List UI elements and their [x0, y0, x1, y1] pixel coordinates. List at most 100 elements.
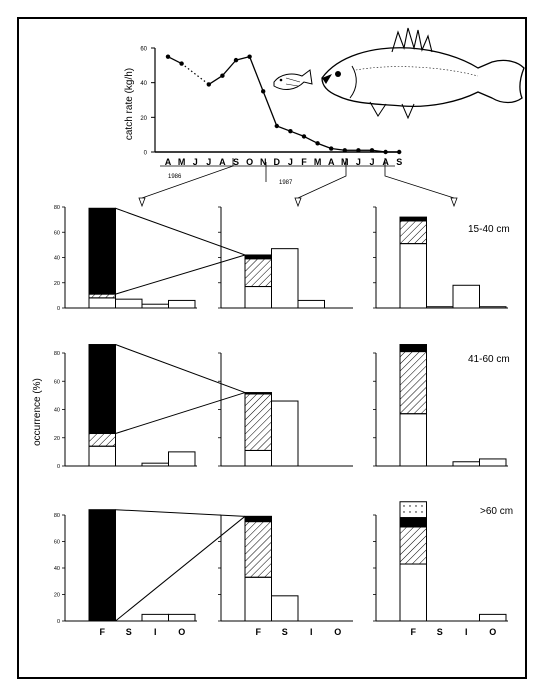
bar-F-black	[399, 344, 427, 353]
catch-ytick-label: 40	[140, 81, 147, 87]
catch-month-label: N	[260, 157, 267, 167]
bar-F-empty	[88, 445, 116, 467]
bar-F-empty	[399, 413, 427, 467]
bar-F-empty	[88, 297, 116, 309]
catch-line-segment	[276, 125, 291, 132]
occurrence-panel: 0 20 40 60 80	[54, 344, 197, 470]
catch-month-label: J	[193, 157, 198, 167]
expansion-line-upper	[115, 207, 246, 256]
catch-point	[329, 146, 334, 151]
catch-point	[206, 82, 211, 87]
catch-point	[356, 148, 361, 153]
bar-S	[426, 306, 454, 309]
catch-point	[342, 148, 347, 153]
panel-ytick-label: 0	[57, 464, 60, 470]
bar-O	[168, 451, 196, 467]
pointer-period-2-arrow	[294, 197, 302, 208]
size-label-row-3: >60 cm	[480, 506, 513, 517]
catch-month-label: J	[288, 157, 293, 167]
catch-point	[179, 61, 184, 66]
category-label: F	[100, 627, 106, 637]
catch-line-segment	[290, 130, 305, 138]
catch-ytick-label: 60	[140, 47, 147, 53]
category-label: S	[282, 627, 288, 637]
period-pointers	[138, 158, 458, 208]
panel-ytick-label: 40	[54, 256, 60, 262]
catch-point	[247, 54, 252, 59]
small-fish-stripe	[285, 77, 301, 87]
catch-line-segment	[221, 59, 237, 77]
occurrence-row: 0 20 40 60 80 F S I O F S I O F S I O	[54, 501, 508, 637]
category-label: I	[465, 627, 468, 637]
occurrence-panel: 0 20 40 60 80 F S I O	[54, 509, 197, 637]
big-fish-dorsal-fin	[391, 27, 433, 53]
expansion-line-lower	[115, 515, 246, 622]
category-label: I	[310, 627, 313, 637]
catch-month-label: J	[356, 157, 361, 167]
catch-point	[397, 149, 402, 155]
panel-ytick-label: 20	[54, 281, 60, 287]
catch-month-label: D	[274, 157, 281, 167]
occurrence-row: 0 20 40 60 80	[54, 344, 508, 470]
catch-rate-ylabel: catch rate (kg/h)	[124, 68, 135, 140]
bar-F-dotted	[399, 501, 427, 519]
big-fish-body	[321, 47, 525, 108]
small-fish-eye	[279, 78, 283, 82]
category-label: O	[334, 627, 341, 637]
panel-ytick-label: 80	[54, 205, 60, 211]
catch-month-label: S	[233, 157, 239, 167]
occurrence-panel	[373, 344, 508, 467]
panel-ytick-label: 80	[54, 351, 60, 357]
pointer-period-3-arrow	[450, 197, 458, 208]
occurrence-panel	[218, 206, 353, 309]
catch-ytick-label: 20	[140, 116, 147, 122]
category-label: S	[126, 627, 132, 637]
bar-F-hatched	[244, 258, 272, 288]
bar-O	[479, 306, 507, 309]
pointer-period-1	[141, 158, 234, 199]
catch-point	[220, 73, 225, 78]
bar-I	[141, 613, 169, 622]
catch-point	[383, 149, 388, 155]
bar-F-hatched	[88, 433, 116, 447]
size-label-row-1: 15-40 cm	[468, 224, 510, 235]
category-label: O	[489, 627, 496, 637]
catch-month-label: J	[206, 157, 211, 167]
big-fish-mouth	[322, 74, 332, 84]
bar-F-empty	[399, 243, 427, 309]
occurrence-panels: 0 20 40 60 80 0 20 40 60 80 0 20 40 60 80 F S I O F S I O F S I O	[54, 205, 508, 637]
panel-ytick-label: 40	[54, 566, 60, 572]
bar-F-empty	[399, 563, 427, 622]
year-label-1987: 1987	[279, 180, 293, 186]
catch-point	[274, 123, 279, 129]
catch-month-label: F	[301, 157, 307, 167]
catch-ytick-label: 0	[144, 151, 148, 157]
bar-F-black	[244, 392, 272, 395]
bar-I	[141, 462, 169, 467]
bar-F-black	[244, 515, 272, 523]
bar-F-black	[88, 509, 116, 622]
bar-I	[297, 299, 325, 309]
catch-month-label: O	[246, 157, 253, 167]
bar-F-black	[399, 517, 427, 528]
catch-point	[369, 148, 375, 153]
bar-I	[452, 284, 480, 309]
expansion-line-lower	[115, 392, 246, 434]
big-fish-lateral-line	[355, 66, 479, 77]
catch-line-gap	[181, 63, 210, 85]
panel-ytick-label: 20	[54, 436, 60, 442]
catch-line-segment	[317, 142, 332, 150]
bar-F-empty	[244, 286, 272, 309]
catch-line-segment	[208, 75, 223, 85]
bar-F-empty	[244, 576, 272, 622]
bar-O	[479, 458, 507, 467]
catch-line-segment	[331, 147, 345, 151]
catch-point	[315, 141, 320, 146]
panel-ytick-label: 0	[57, 306, 60, 312]
bar-I	[141, 303, 169, 309]
catch-month-label: M	[178, 157, 186, 167]
bar-F-hatched	[244, 393, 272, 451]
